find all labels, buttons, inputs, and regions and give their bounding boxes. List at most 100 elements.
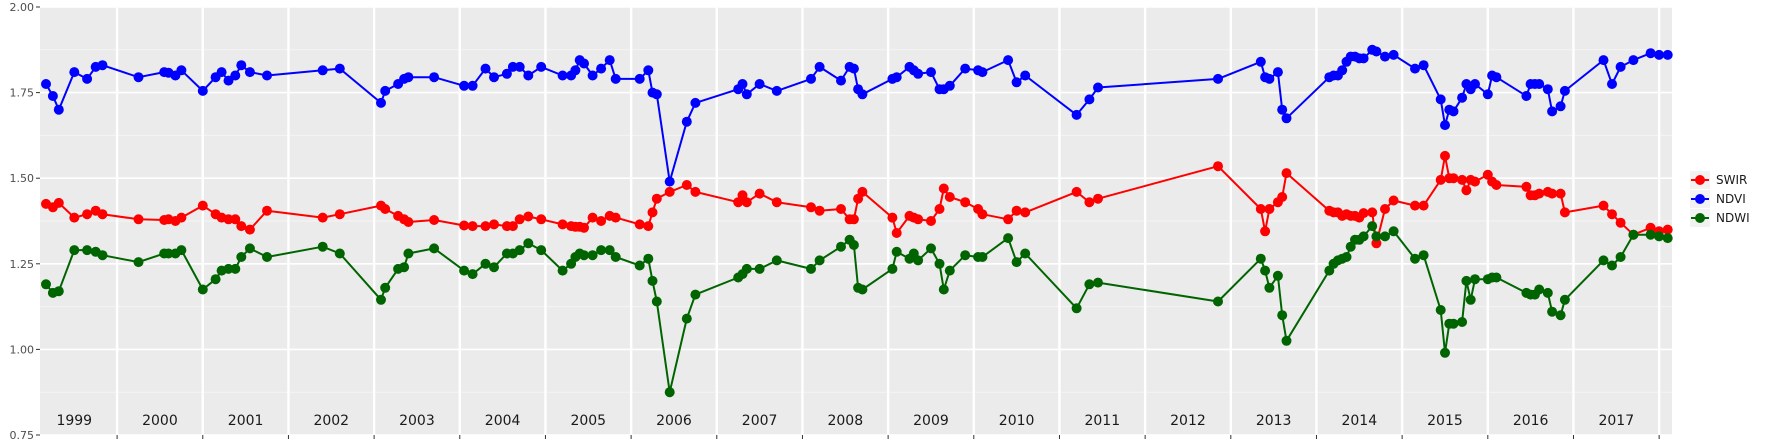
legend: SWIR NDVI NDWI [1690,171,1750,227]
year-label: 2003 [399,413,435,429]
y-tick-label: 1.00 [10,343,35,356]
data-point [69,67,80,78]
data-point [1371,46,1382,57]
data-point [429,72,440,83]
data-point [643,253,654,264]
data-point [1542,287,1553,298]
data-point [596,245,607,256]
data-point [1461,185,1472,196]
y-tick-label: 0.75 [10,429,35,442]
data-point [334,209,345,220]
data-point [848,63,859,74]
data-point [1598,255,1609,266]
data-point [1547,188,1558,199]
data-point [1534,188,1545,199]
data-point [133,72,144,83]
data-point [741,89,752,100]
data-point [977,252,988,262]
y-tick-label: 2.00 [10,1,35,14]
data-point [1071,109,1082,120]
data-point [489,72,499,83]
data-point [459,265,470,276]
data-point [1645,229,1656,240]
data-point [944,192,955,202]
data-point [163,248,174,259]
year-label: 2005 [570,413,606,429]
data-point [1559,85,1570,96]
data-point [651,296,662,307]
data-point [1615,217,1626,228]
data-point [429,215,440,225]
data-point [1435,174,1446,185]
data-point [1272,67,1283,78]
data-point [1084,279,1095,290]
data-point [681,180,692,190]
data-point [523,70,534,81]
data-point [836,241,846,252]
data-point [41,79,51,89]
data-point [1435,305,1446,315]
data-point [806,202,816,213]
data-point [1358,231,1369,242]
data-point [926,67,936,78]
data-point [380,204,391,214]
data-point [1418,200,1429,211]
data-point [1534,284,1545,295]
data-point [1435,94,1446,105]
data-point [1448,318,1459,329]
data-point [596,63,607,74]
data-point [1645,222,1656,233]
data-point [887,212,898,223]
data-point [1654,49,1665,60]
data-point [1559,207,1570,218]
data-point [579,222,589,233]
data-point [176,65,187,76]
data-point [380,85,391,96]
data-point [1281,168,1292,179]
data-point [1380,204,1390,214]
data-point [960,63,971,74]
data-point [501,68,512,79]
data-point [1260,226,1271,237]
data-point [262,252,272,262]
data-point [1628,55,1639,66]
data-point [557,70,568,81]
data-point [1410,200,1420,211]
year-label: 2006 [656,413,692,429]
data-point [376,97,386,108]
data-point [1555,310,1566,321]
year-label: 2011 [1084,413,1120,429]
y-tick-label: 1.25 [10,258,35,271]
y-tick-label: 1.75 [10,87,35,100]
data-point [53,104,64,115]
data-point [380,282,391,293]
data-point [1521,91,1532,101]
data-point [1084,94,1095,105]
data-point [1388,49,1399,60]
data-point [913,255,924,266]
data-point [334,63,345,74]
data-point [1213,73,1223,84]
y-tick-label: 1.50 [10,172,35,185]
data-point [960,250,971,261]
data-point [1662,224,1673,235]
data-point [1388,226,1399,237]
data-series [41,44,1673,398]
data-point [1003,55,1014,66]
year-label: 2014 [1341,413,1377,429]
data-point [1615,252,1626,262]
data-point [1011,205,1022,216]
data-point [891,72,902,83]
data-point [741,197,752,208]
data-point [1457,317,1468,327]
legend-label-swir: SWIR [1716,173,1747,187]
data-point [223,75,234,86]
data-point [814,61,825,72]
data-point [467,269,478,280]
data-point [1547,306,1558,317]
data-point [1281,113,1292,124]
data-point [836,75,846,86]
data-point [1555,188,1566,199]
data-point [262,205,272,216]
data-point [1341,252,1352,262]
